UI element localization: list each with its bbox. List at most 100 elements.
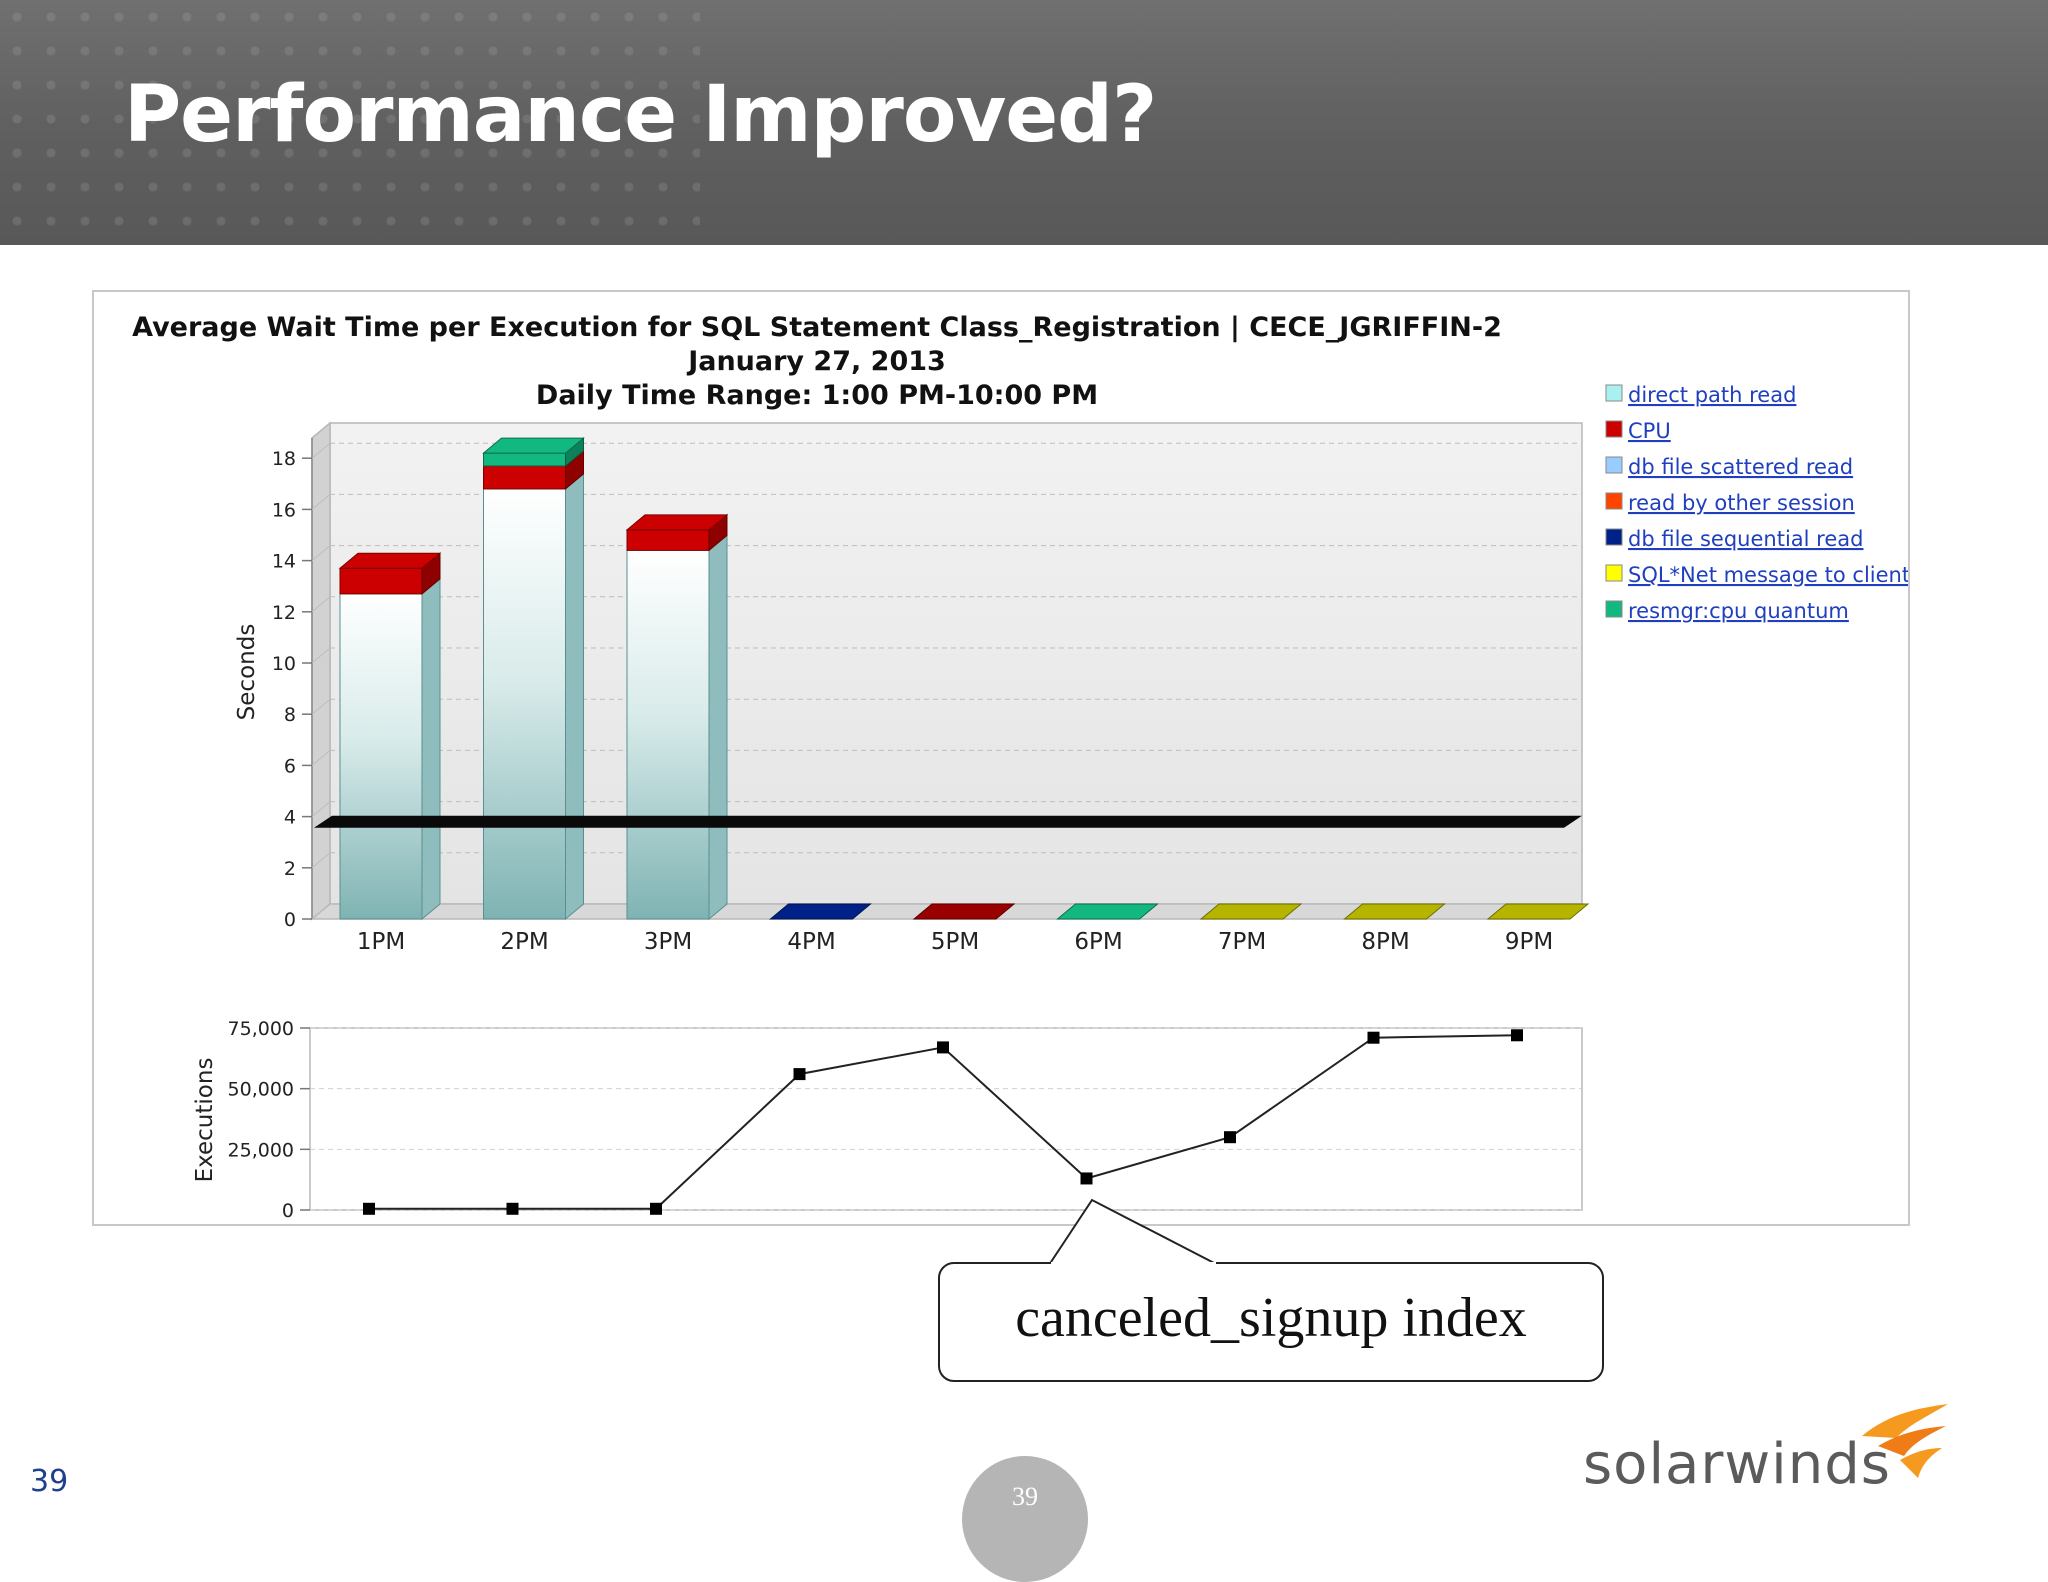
line-chart-gridlines (310, 1027, 1582, 1211)
bar-segment-3PM (626, 549, 710, 920)
legend-swatch (1605, 528, 1623, 546)
executions-point-7PM (1224, 1131, 1236, 1144)
chart-subtitle-range: Daily Time Range: 1:00 PM-10:00 PM (536, 380, 1098, 411)
bar-zero-slab-5PM (912, 903, 1016, 920)
slide-number: 39 (30, 1464, 69, 1499)
bar-grid-line-side (311, 801, 331, 817)
x-tick-label-2PM: 2PM (500, 929, 548, 955)
bar-grid-line-side (311, 545, 331, 561)
x-tick-label-1PM: 1PM (357, 929, 405, 955)
legend-swatch (1605, 600, 1623, 618)
chart-title: Average Wait Time per Execution for SQL … (132, 312, 1502, 343)
y-axis-label-executions: Executions (192, 1058, 218, 1183)
callout-box: canceled_signup index (938, 1262, 1604, 1382)
executions-point-4PM (793, 1068, 806, 1081)
bar-grid-line-side (311, 903, 331, 920)
bar-side-3PM (708, 534, 728, 921)
solarwinds-flame-icon (1862, 1404, 1948, 1478)
bar-y-tick-label: 2 (284, 858, 296, 880)
line-chart-y-ticks: 0 25,000 50,000 75,000 (228, 1018, 310, 1222)
bar-top-2PM (482, 437, 585, 454)
x-tick-label-6PM: 6PM (1074, 929, 1122, 955)
bar-segment-1PM (339, 593, 423, 920)
callout-text: canceled_signup index (1015, 1287, 1527, 1349)
bar-chart-x-ticks: 1PM 2PM 3PM 4PM 5PM 6PM 7PM 8PM 9PM (357, 929, 1553, 955)
chart-svg: Average Wait Time per Execution for SQL … (132, 312, 1908, 1222)
page-number-badge: 39 (962, 1456, 1088, 1582)
legend-swatch (1605, 564, 1623, 582)
page-number-text: 39 (1012, 1482, 1038, 1511)
x-tick-label-7PM: 7PM (1218, 929, 1266, 955)
reference-band (314, 815, 1582, 828)
line-plot-area (309, 1027, 1583, 1211)
bar-segment-3PM (626, 529, 710, 551)
bar-chart-y-ticks: 0 2 4 6 8 10 12 14 16 18 (272, 448, 312, 931)
legend-swatch (1605, 456, 1623, 474)
legend-item-label[interactable]: CPU (1628, 419, 1671, 443)
bar-y-tick-label: 10 (272, 653, 296, 675)
y-axis-label-seconds: Seconds (234, 624, 260, 721)
executions-point-2PM (506, 1202, 519, 1215)
reference-line (314, 815, 1582, 828)
executions-point-5PM (937, 1041, 949, 1054)
legend-swatch (1605, 384, 1623, 402)
legend-swatch (1605, 420, 1623, 438)
bar-segment-2PM (483, 452, 566, 467)
bar-segment-2PM (483, 488, 566, 920)
x-tick-label-3PM: 3PM (644, 929, 692, 955)
bar-zero-slab-8PM (1343, 903, 1446, 920)
executions-point-3PM (650, 1202, 662, 1215)
bar-zero-slab-6PM (1056, 903, 1159, 920)
bar-top-1PM (338, 552, 442, 569)
plot-side-wall (311, 421, 331, 921)
bar-y-tick-label: 18 (272, 448, 296, 470)
bar-y-tick-label: 4 (284, 807, 296, 829)
bar-top-3PM (625, 514, 729, 531)
x-tick-label-9PM: 9PM (1505, 929, 1553, 955)
bar-grid-line-side (311, 698, 331, 715)
bar-segment-2PM (483, 465, 566, 490)
executions-point-9PM (1511, 1029, 1523, 1042)
legend-item-label[interactable]: read by other session (1628, 491, 1855, 515)
x-tick-label-8PM: 8PM (1361, 929, 1409, 955)
slide-header: Performance Improved? (0, 0, 2048, 245)
bar-y-tick-label: 8 (284, 704, 296, 726)
slide-title: Performance Improved? (124, 70, 1157, 160)
bar-side-1PM (421, 577, 441, 921)
line-y-tick-label: 0 (282, 1200, 294, 1222)
line-y-tick-label: 25,000 (228, 1139, 294, 1161)
bar-grid-line-side (311, 494, 331, 510)
legend-item-label[interactable]: resmgr:cpu quantum (1628, 599, 1849, 623)
bar-side-2PM (565, 472, 584, 921)
bar-grid-line-side (311, 442, 331, 459)
legend-item-label[interactable]: direct path read (1628, 383, 1796, 407)
chart-frame: Average Wait Time per Execution for SQL … (92, 290, 1910, 1226)
solarwinds-logo-text: solarwinds (1583, 1432, 1891, 1497)
executions-point-6PM (1080, 1172, 1093, 1185)
chart-legend: direct path read CPU db file scattered rea… (1605, 383, 1908, 623)
line-y-tick-label: 75,000 (228, 1018, 294, 1040)
header-dot-pattern (0, 0, 700, 245)
bar-zero-slab-9PM (1486, 903, 1590, 920)
executions-point-8PM (1367, 1031, 1380, 1044)
bar-segment-1PM (339, 567, 423, 595)
bar-zero-slab-4PM (769, 903, 872, 920)
bar-grid-line-side (311, 750, 331, 766)
bar-y-tick-label: 6 (284, 755, 296, 777)
legend-swatch (1605, 492, 1623, 510)
line-y-tick-label: 50,000 (228, 1079, 294, 1101)
x-tick-label-4PM: 4PM (787, 929, 835, 955)
line-chart-marks (363, 1029, 1523, 1215)
executions-point-1PM (363, 1202, 375, 1215)
legend-item-label[interactable]: db file sequential read (1628, 527, 1863, 551)
bar-chart-marks (338, 437, 1590, 921)
bar-grid-line-side (311, 596, 331, 613)
bar-y-tick-label: 16 (272, 499, 296, 521)
bar-y-tick-label: 14 (272, 551, 296, 573)
bar-zero-slab-7PM (1199, 903, 1303, 920)
x-tick-label-5PM: 5PM (931, 929, 979, 955)
legend-item-label[interactable]: SQL*Net message to client (1628, 563, 1908, 587)
legend-item-label[interactable]: db file scattered read (1628, 455, 1853, 479)
bar-y-tick-label: 0 (284, 909, 296, 931)
chart-subtitle-date: January 27, 2013 (686, 346, 946, 377)
